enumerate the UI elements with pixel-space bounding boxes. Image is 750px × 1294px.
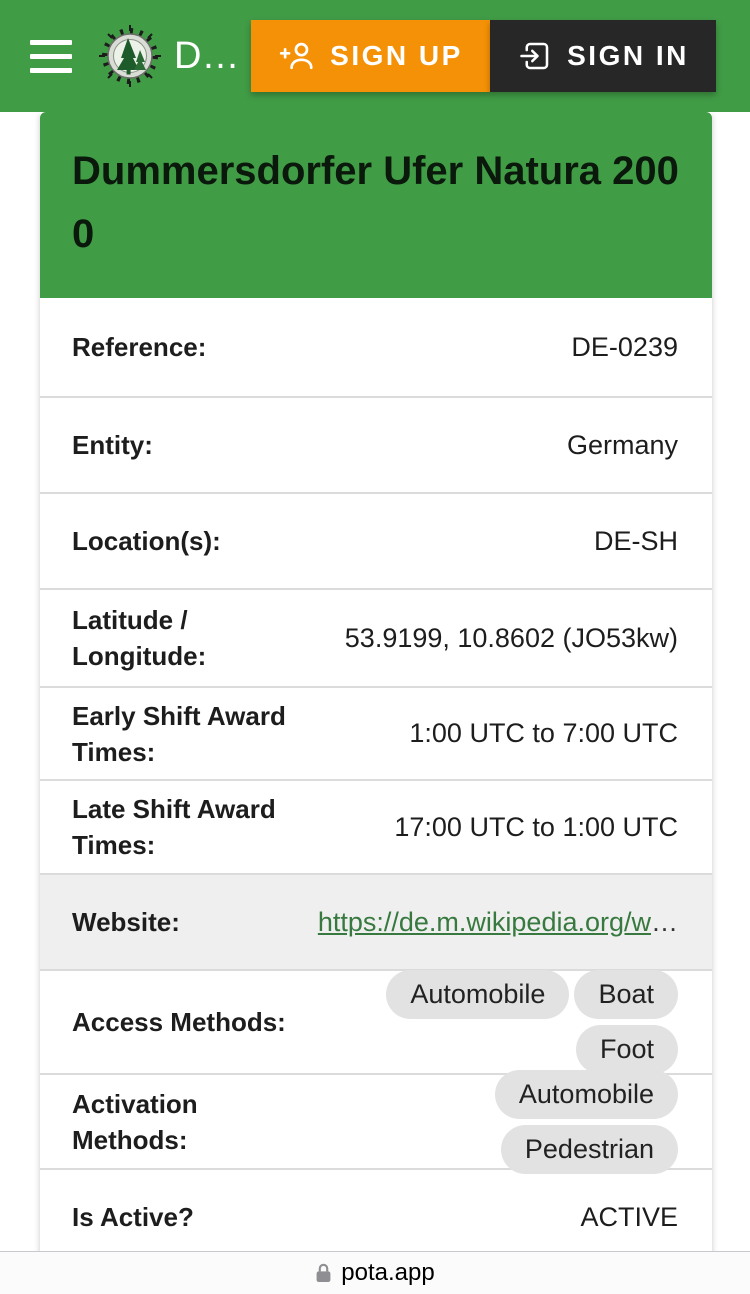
row-label: Website: (72, 907, 180, 937)
lock-icon (316, 1263, 331, 1283)
sign-in-button[interactable]: SIGN IN (490, 20, 716, 92)
menu-button[interactable] (24, 26, 84, 86)
table-row-lat-long: Latitude / Longitude: 53.9199, 10.8602 (… (40, 588, 712, 686)
row-label: Location(s): (72, 526, 221, 556)
row-label: Entity: (72, 430, 153, 460)
access-method-chips: Automobile Boat Foot (327, 968, 678, 1076)
table-row-late-shift: Late Shift Award Times: 17:00 UTC to 1:0… (40, 779, 712, 873)
page-content: Dummersdorfer Ufer Natura 2000 Reference… (0, 112, 750, 1251)
chip-foot: Foot (575, 1025, 678, 1074)
row-label: Early Shift Award Times: (72, 700, 286, 767)
row-label: Late Shift Award Times: (72, 794, 276, 860)
activation-method-chips: Automobile Pedestrian (327, 1068, 678, 1176)
sign-in-label: SIGN IN (567, 40, 689, 71)
pota-logo-icon[interactable] (98, 24, 162, 88)
row-value: https://de.m.wikipedia.org/w… (318, 907, 678, 938)
row-value: 1:00 UTC to 7:00 UTC (409, 718, 678, 748)
chip-pedestrian: Pedestrian (500, 1124, 678, 1174)
browser-url-bar[interactable]: pota.app (0, 1251, 750, 1294)
login-icon (520, 42, 549, 70)
park-title: Dummersdorfer Ufer Natura 2000 (40, 112, 712, 298)
row-value: Germany (566, 429, 678, 460)
chip-automobile: Automobile (386, 970, 570, 1019)
table-row-early-shift: Early Shift Award Times: 1:00 UTC to 7:0… (40, 686, 712, 779)
row-label: Access Methods: (72, 1007, 286, 1037)
table-row-is-active: Is Active? ACTIVE (40, 1168, 712, 1251)
row-value: 53.9199, 10.8602 (JO53kw) (344, 622, 678, 653)
app-header: D… SIGN UP SIGN IN (0, 0, 750, 112)
url-text: pota.app (341, 1259, 435, 1286)
table-row-reference: Reference: DE-0239 (40, 298, 712, 396)
row-value: DE-0239 (571, 331, 678, 362)
chip-boat: Boat (574, 970, 678, 1019)
website-link[interactable]: https://de.m.wikipedia.org/w (317, 906, 651, 937)
table-row-locations: Location(s): DE-SH (40, 492, 712, 588)
chip-automobile: Automobile (494, 1069, 678, 1119)
person-add-icon (279, 42, 313, 70)
park-detail-card: Dummersdorfer Ufer Natura 2000 Reference… (40, 112, 712, 1251)
row-label: Reference: (72, 332, 207, 362)
page-title: D… (174, 34, 240, 77)
table-row-activation-methods: Activation Methods: Automobile Pedestria… (40, 1069, 712, 1174)
sign-up-button[interactable]: SIGN UP (251, 20, 490, 92)
row-label: Is Active? (72, 1202, 194, 1232)
sign-up-label: SIGN UP (330, 40, 463, 71)
row-value: DE-SH (593, 525, 678, 556)
row-label: Activation Methods: (72, 1088, 198, 1155)
link-truncation: … (651, 906, 678, 937)
table-row-website: Website: https://de.m.wikipedia.org/w… (40, 873, 712, 969)
status-value: ACTIVE (580, 1201, 678, 1232)
table-row-access-methods: Access Methods: Automobile Boat Foot (40, 968, 712, 1076)
table-row-entity: Entity: Germany (40, 396, 712, 492)
row-label: Latitude / Longitude: (72, 605, 207, 671)
row-value: 17:00 UTC to 1:00 UTC (394, 811, 678, 842)
hamburger-menu-icon (24, 39, 84, 73)
